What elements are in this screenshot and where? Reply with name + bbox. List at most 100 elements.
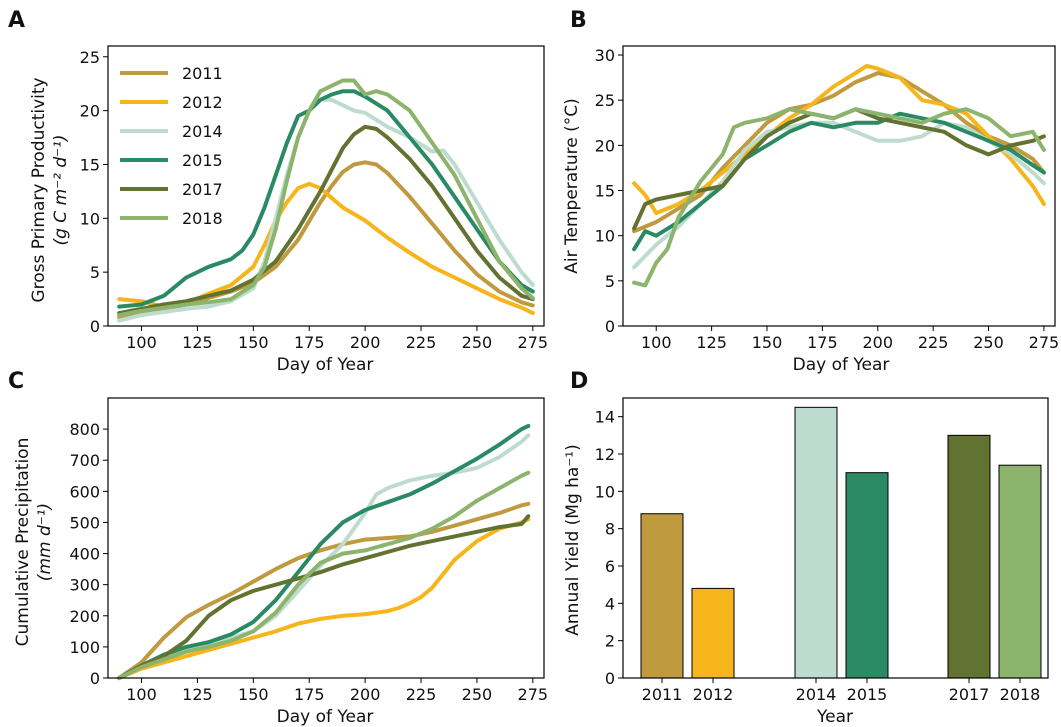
x-tick-label: 2014 bbox=[796, 685, 837, 704]
x-tick-label: 200 bbox=[862, 333, 893, 352]
x-tick-label: 225 bbox=[406, 333, 437, 352]
panel-a-frame bbox=[107, 45, 545, 327]
series-line-2018 bbox=[117, 78, 535, 318]
panel-d-ticks: 0 2 4 6 8 10 12 14 2011 2012 2014 2015 2017 2018 bbox=[595, 408, 1041, 704]
panel-a-lines bbox=[117, 78, 535, 323]
bar-2018 bbox=[998, 464, 1042, 679]
panel-a: A Gross Primary Productivity (g C m⁻² d⁻… bbox=[8, 8, 548, 375]
panel-c-xlabel: Day of Year bbox=[277, 707, 374, 727]
y-tick-label: 15 bbox=[80, 155, 100, 174]
panel-a-xlabel: Day of Year bbox=[277, 355, 374, 375]
y-tick-label: 4 bbox=[605, 594, 615, 613]
y-tick-label: 0 bbox=[605, 669, 615, 688]
panel-b-xlabel: Day of Year bbox=[793, 355, 890, 375]
y-tick-label: 100 bbox=[69, 638, 100, 657]
panel-b-frame bbox=[622, 45, 1056, 327]
x-tick-label: 125 bbox=[182, 685, 213, 704]
bar-2011 bbox=[640, 513, 684, 679]
panel-c-lines bbox=[117, 424, 531, 680]
x-tick-label: 2018 bbox=[1000, 685, 1041, 704]
y-tick-label: 300 bbox=[69, 576, 100, 595]
x-tick-label: 275 bbox=[518, 685, 549, 704]
x-tick-label: 125 bbox=[182, 333, 213, 352]
y-tick-label: 20 bbox=[80, 102, 100, 121]
x-tick-label: 275 bbox=[518, 333, 549, 352]
y-tick-label: 0 bbox=[605, 317, 615, 336]
bar-2012 bbox=[691, 587, 735, 679]
y-tick-label: 500 bbox=[69, 513, 100, 532]
panel-d: D Annual Yield (Mg ha⁻¹) Year 0 2 4 6 8 10 12 1… bbox=[563, 369, 1049, 727]
panel-a-ticks: 100 125 150 175 200 225 250 275 0 5 10 15 20 25 bbox=[80, 48, 548, 352]
y-tick-label: 800 bbox=[69, 420, 100, 439]
series-line-2018 bbox=[632, 107, 1046, 288]
panel-b-ylabel: Air Temperature (°C) bbox=[562, 98, 582, 273]
y-tick-label: 0 bbox=[90, 669, 100, 688]
x-tick-label: 2015 bbox=[847, 685, 888, 704]
y-tick-label: 600 bbox=[69, 482, 100, 501]
series-line-2011 bbox=[117, 160, 535, 320]
x-tick-label: 200 bbox=[350, 685, 381, 704]
y-tick-label: 25 bbox=[595, 91, 615, 110]
series-line-2018 bbox=[117, 470, 531, 680]
panel-d-frame bbox=[622, 397, 1049, 679]
panel-a-letter: A bbox=[8, 8, 25, 33]
series-line-2012 bbox=[117, 517, 531, 680]
panel-c-ylabel: Cumulative Precipitation (mm d⁻¹) bbox=[13, 438, 55, 647]
y-tick-label: 5 bbox=[90, 263, 100, 282]
series-line-2015 bbox=[117, 89, 535, 309]
panel-a-legend: 2011 2012 2014 2015 2017 2018 bbox=[120, 64, 223, 228]
series-line-2015 bbox=[117, 424, 531, 680]
series-line-2017 bbox=[117, 124, 535, 316]
series-line-2017 bbox=[117, 514, 531, 680]
panel-a-ylabel: Gross Primary Productivity (g C m⁻² d⁻¹) bbox=[29, 77, 71, 302]
x-tick-label: 250 bbox=[462, 333, 493, 352]
panel-c-frame bbox=[107, 397, 545, 679]
x-tick-label: 275 bbox=[1029, 333, 1060, 352]
bar-2017 bbox=[947, 434, 991, 679]
x-tick-label: 2012 bbox=[693, 685, 734, 704]
panel-a-ylabel-line2: (g C m⁻² d⁻¹) bbox=[51, 134, 71, 245]
panel-c: C Cumulative Precipitation (mm d⁻¹) Day … bbox=[8, 369, 548, 727]
legend-label: 2015 bbox=[182, 151, 223, 170]
y-tick-label: 30 bbox=[595, 46, 615, 65]
y-tick-label: 14 bbox=[595, 408, 615, 427]
x-tick-label: 125 bbox=[696, 333, 727, 352]
panel-b-ticks: 100 125 150 175 200 225 250 275 0 5 10 15 20 25 30 bbox=[595, 46, 1060, 352]
panel-d-letter: D bbox=[570, 369, 588, 394]
x-tick-label: 250 bbox=[973, 333, 1004, 352]
x-tick-label: 100 bbox=[126, 333, 157, 352]
y-tick-label: 6 bbox=[605, 557, 615, 576]
y-tick-label: 400 bbox=[69, 545, 100, 564]
panel-d-ylabel: Annual Yield (Mg ha⁻¹) bbox=[563, 444, 583, 635]
y-tick-label: 8 bbox=[605, 520, 615, 539]
legend-label: 2014 bbox=[182, 122, 223, 141]
y-tick-label: 12 bbox=[595, 445, 615, 464]
panel-d-bars bbox=[640, 406, 1042, 679]
legend-label: 2011 bbox=[182, 64, 223, 83]
panel-b-letter: B bbox=[570, 8, 587, 33]
panel-a-ylabel-line1: Gross Primary Productivity bbox=[29, 77, 49, 302]
x-tick-label: 100 bbox=[126, 685, 157, 704]
legend-label: 2018 bbox=[182, 209, 223, 228]
series-line-2014 bbox=[117, 97, 535, 323]
x-tick-label: 2011 bbox=[642, 685, 683, 704]
x-tick-label: 175 bbox=[807, 333, 838, 352]
panel-c-ticks: 100 125 150 175 200 225 250 275 0 100 200 300 400 500… bbox=[69, 420, 548, 704]
bar-2014 bbox=[794, 406, 838, 679]
series-line-2014 bbox=[117, 433, 531, 680]
x-tick-label: 100 bbox=[641, 333, 672, 352]
series-line-2011 bbox=[117, 501, 531, 680]
x-tick-label: 250 bbox=[462, 685, 493, 704]
y-tick-label: 5 bbox=[605, 272, 615, 291]
y-tick-label: 15 bbox=[595, 182, 615, 201]
y-tick-label: 25 bbox=[80, 48, 100, 67]
x-tick-label: 175 bbox=[294, 333, 325, 352]
x-tick-label: 175 bbox=[294, 685, 325, 704]
y-tick-label: 0 bbox=[90, 317, 100, 336]
x-tick-label: 2017 bbox=[949, 685, 990, 704]
y-tick-label: 10 bbox=[595, 482, 615, 501]
y-tick-label: 10 bbox=[80, 209, 100, 228]
x-tick-label: 225 bbox=[406, 685, 437, 704]
panel-c-ylabel-line2: (mm d⁻¹) bbox=[35, 503, 55, 581]
